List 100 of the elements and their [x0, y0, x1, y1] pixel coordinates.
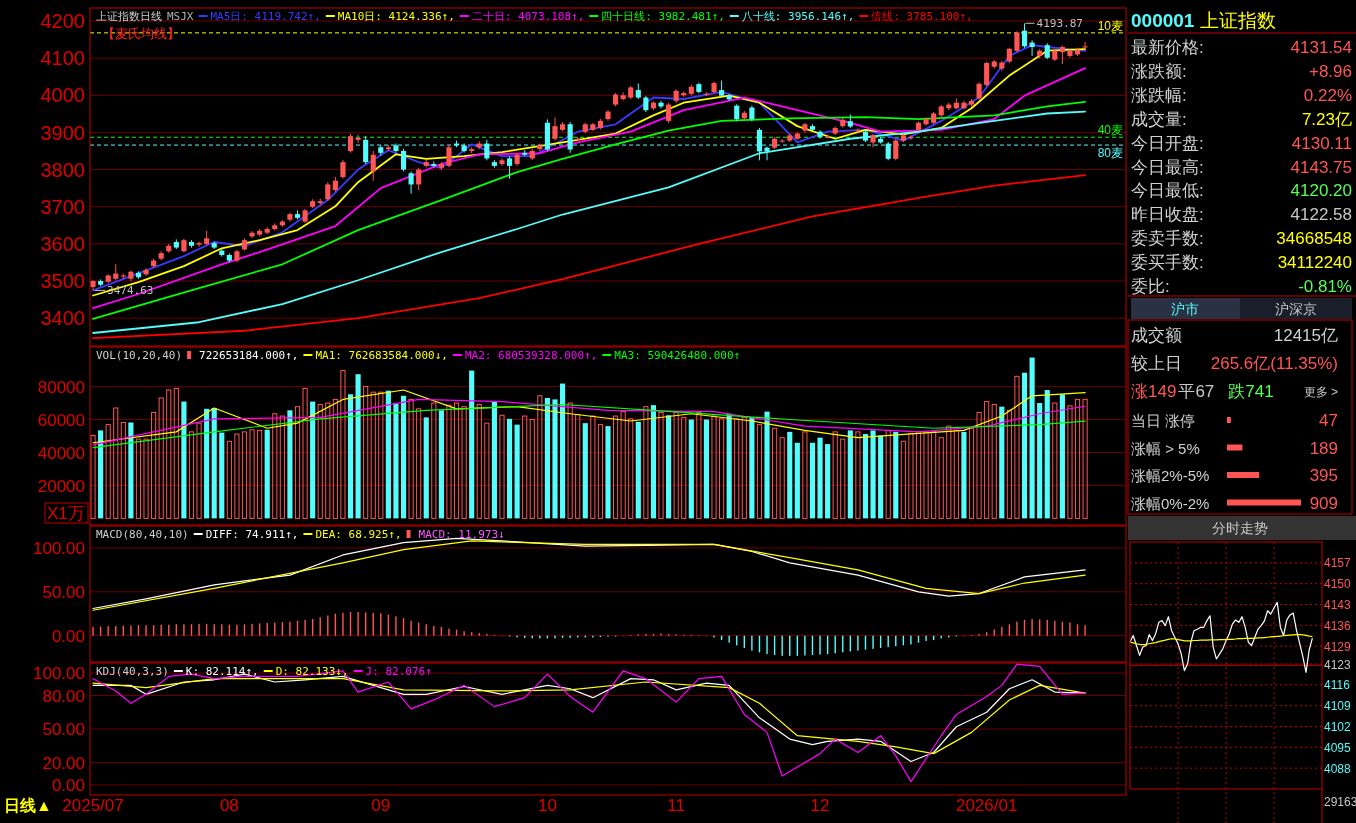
bar	[703, 419, 710, 519]
bar	[885, 429, 891, 519]
bar	[196, 422, 202, 519]
bar	[113, 407, 119, 519]
bar	[605, 426, 611, 519]
y-tick-label: 4143	[1324, 597, 1352, 612]
text: 委卖手数:	[1131, 229, 1204, 249]
bar	[400, 395, 407, 519]
bar	[862, 434, 869, 519]
candlestick	[143, 267, 149, 277]
bar	[325, 402, 331, 519]
text: 上证指数	[1200, 10, 1277, 31]
y-tick-label: 4100	[40, 47, 85, 70]
bar	[302, 388, 308, 519]
bar	[204, 408, 210, 519]
data-label: 47	[1319, 411, 1338, 430]
bar	[544, 397, 550, 519]
candlestick	[506, 155, 513, 180]
bar	[340, 370, 346, 519]
bar	[128, 422, 134, 519]
data-label: 189	[1309, 438, 1338, 458]
y-tick-label: 4200	[40, 10, 85, 33]
candlestick	[355, 134, 361, 144]
candlestick	[340, 159, 346, 179]
text: 跌741	[1228, 382, 1274, 401]
bar	[469, 370, 475, 519]
y-tick-label: 40000	[37, 443, 85, 463]
y-tick-label: 3900	[40, 121, 85, 144]
bar	[1006, 409, 1012, 519]
text: 4130.11	[1291, 133, 1352, 153]
bar	[643, 406, 649, 519]
x-tick-label: 11	[667, 796, 685, 815]
bar	[1074, 398, 1081, 519]
bar	[719, 418, 725, 519]
bar	[567, 402, 573, 519]
bar	[840, 438, 846, 519]
line-series	[92, 663, 1086, 783]
bar	[999, 406, 1005, 519]
legend-label: DIFF: 74.911↑,	[205, 528, 299, 541]
candlestick	[416, 167, 422, 191]
bar	[968, 427, 975, 519]
bar	[491, 401, 497, 519]
bar	[855, 431, 861, 519]
candlestick	[764, 146, 770, 161]
bar	[181, 401, 187, 519]
y-tick-label: 3400	[40, 307, 85, 330]
y-tick-label: 3600	[40, 233, 85, 256]
y-tick-label: 4088	[1324, 761, 1352, 776]
text: 4143.75	[1290, 157, 1352, 177]
bar	[105, 424, 111, 519]
text: 今日最低:	[1131, 181, 1204, 201]
y-tick-label: 4102	[1324, 720, 1352, 735]
y-tick-label: 3500	[40, 270, 85, 293]
legend-label: MA1: 762683584.000↓,	[315, 349, 448, 362]
bar	[802, 431, 808, 519]
bar	[620, 411, 626, 519]
bar	[628, 418, 634, 519]
candlestick	[620, 91, 626, 101]
legend-label: J: 82.076↑	[365, 665, 432, 678]
bar	[597, 424, 603, 519]
bar	[756, 424, 763, 519]
bar	[461, 406, 467, 519]
y-tick-label: 20000	[37, 476, 85, 496]
candlestick	[666, 102, 672, 124]
text: 今日开盘:	[1131, 133, 1204, 153]
text: 委比:	[1131, 277, 1170, 296]
text: 涨跌额:	[1131, 61, 1187, 81]
bar	[923, 431, 929, 519]
candlestick	[1082, 41, 1088, 52]
chart-subtitle: MSJX	[167, 10, 194, 23]
bar	[734, 418, 740, 519]
bar	[1029, 357, 1035, 519]
y-tick-label: 4095	[1324, 740, 1352, 755]
bar	[378, 391, 384, 519]
bar	[143, 438, 149, 519]
legend-label: 四十日线: 3982.481↑,	[601, 10, 725, 23]
candlestick	[855, 127, 861, 133]
text: 涨149	[1131, 382, 1177, 401]
y-tick-label: 60000	[37, 410, 85, 430]
bar	[938, 437, 944, 519]
bar	[249, 429, 255, 519]
bar	[347, 394, 354, 519]
bar	[749, 417, 755, 519]
text: 7.23亿	[1301, 109, 1352, 129]
bar	[582, 423, 588, 519]
legend-label: 722653184.000↑,	[199, 349, 299, 362]
y-tick-label: 100.00	[33, 539, 85, 559]
bar	[779, 437, 785, 519]
bar	[423, 417, 429, 519]
bar	[658, 411, 664, 519]
bar	[1052, 402, 1058, 519]
x-tick-label: 08	[219, 796, 239, 815]
candlestick	[1059, 45, 1065, 65]
bar	[893, 431, 899, 519]
text: 沪深京	[1275, 301, 1317, 317]
bar	[173, 388, 179, 519]
text: 29163	[1324, 795, 1356, 809]
bar	[438, 410, 444, 519]
bar	[188, 431, 195, 519]
bar	[552, 399, 558, 519]
